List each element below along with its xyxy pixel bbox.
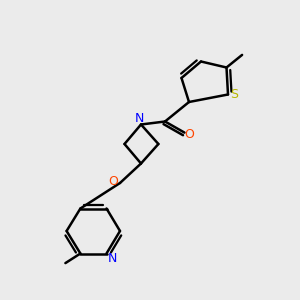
Text: N: N (108, 251, 117, 265)
Text: O: O (109, 175, 118, 188)
Text: S: S (231, 88, 239, 101)
Text: N: N (135, 112, 144, 125)
Text: O: O (185, 128, 194, 141)
